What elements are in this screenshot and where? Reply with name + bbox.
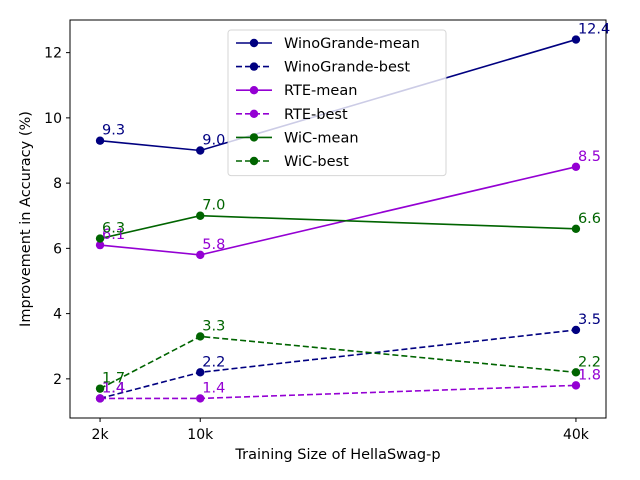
legend-label: WiC-mean [284,130,359,146]
data-point [196,146,205,155]
data-point [571,381,581,390]
x-axis-title: Training Size of HellaSwag-p [234,447,440,463]
data-label: 5.8 [202,237,225,253]
data-label: 6.1 [102,227,125,243]
series-winogrande-mean [95,35,581,155]
data-label: 2.2 [578,354,601,370]
data-point [95,384,105,393]
y-tick-label: 10 [44,111,62,127]
x-tick-label: 40k [563,427,590,443]
data-point [196,332,205,341]
legend-marker [249,62,259,71]
data-point [95,240,105,250]
data-label: 2.2 [202,354,225,370]
legend-item: RTE-best [236,107,348,123]
data-label: 3.5 [578,312,601,328]
data-label: 9.0 [202,132,225,148]
data-label: 1.8 [578,367,601,383]
data-point [571,35,581,44]
y-tick-label: 4 [53,307,62,323]
y-tick-label: 6 [53,241,62,257]
y-axis: 2 4 6 8 10 12 [44,46,70,388]
data-point [196,211,205,220]
data-point [571,368,581,377]
series-rte-mean [95,162,581,260]
legend-label: RTE-best [284,107,348,123]
data-point [196,250,205,260]
data-point [571,325,581,335]
legend-item: WiC-best [236,154,349,170]
data-label: 3.3 [202,318,225,334]
legend-marker [249,156,259,166]
legend-marker [249,133,259,142]
data-label: 1.4 [102,380,125,396]
legend-label: WiC-best [284,154,349,170]
data-label: 1.4 [202,380,225,396]
plot-area [69,19,607,419]
data-label: 6.3 [102,221,125,237]
legend-item: WiC-mean [236,130,359,146]
y-tick-label: 12 [44,46,62,62]
x-tick-label: 10k [187,427,214,443]
data-label: 8.5 [578,149,601,165]
legend-marker [249,86,259,95]
data-point [196,368,205,377]
series-wic-best [95,332,581,393]
legend-label: WinoGrande-mean [284,36,420,52]
legend-marker [249,109,259,119]
data-label: 12.4 [578,22,610,38]
legend-box [227,29,447,177]
data-point [196,394,205,403]
data-label: 6.6 [578,211,601,227]
y-tick-label: 2 [53,372,62,388]
data-point [95,136,105,145]
x-tick-label: 2k [92,427,110,443]
data-point [571,224,581,233]
data-label-layer: 9.39.012.41.42.23.56.15.88.51.4 1.41.86.3… [102,22,610,397]
y-axis-title: Improvement in Accuracy (%) [18,111,34,327]
legend-marker [249,38,259,48]
series-wic-mean [95,211,581,243]
data-point [95,234,105,243]
legend-item: WinoGrande-mean [236,36,420,52]
data-label: 9.3 [102,123,125,139]
data-point [571,162,581,172]
plot-frame [69,19,607,419]
data-label: 7.0 [202,198,225,214]
y-tick-label: 8 [53,176,62,192]
legend-label: RTE-mean [284,83,357,99]
series-rte-best [95,381,581,403]
legend-item: RTE-mean [236,83,357,99]
legend-label: WinoGrande-best [284,60,410,76]
x-axis: 2k 10k 40k [92,418,590,443]
legend: WinoGrande-mean WinoGrande-best RTE-mean RT… [227,29,447,177]
data-point [95,394,105,403]
data-label: 1.4 [102,380,125,396]
data-label: 1.7 [102,371,125,387]
legend-item: WinoGrande-best [236,60,410,76]
series-layer [95,35,581,403]
